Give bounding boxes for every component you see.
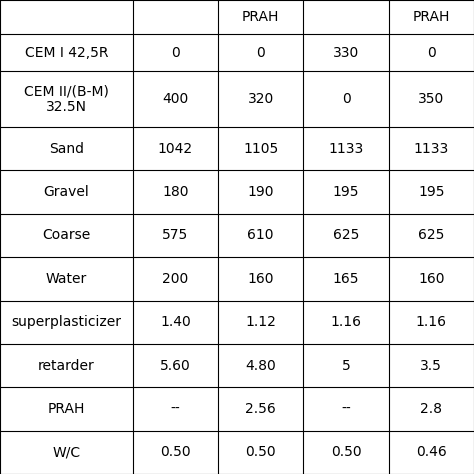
Text: 350: 350 <box>418 92 445 106</box>
Text: 0.50: 0.50 <box>331 445 361 459</box>
Text: 1.16: 1.16 <box>330 315 362 329</box>
Text: 195: 195 <box>333 185 359 199</box>
Text: 160: 160 <box>247 272 274 286</box>
Text: 195: 195 <box>418 185 445 199</box>
Text: 2.8: 2.8 <box>420 402 442 416</box>
Text: 320: 320 <box>247 92 274 106</box>
Text: 165: 165 <box>333 272 359 286</box>
Text: --: -- <box>171 402 180 416</box>
Text: 0: 0 <box>342 92 350 106</box>
Text: 1.40: 1.40 <box>160 315 191 329</box>
Text: 1042: 1042 <box>158 142 193 155</box>
Text: Gravel: Gravel <box>44 185 89 199</box>
Text: Water: Water <box>46 272 87 286</box>
Text: Coarse: Coarse <box>42 228 91 242</box>
Text: 2.56: 2.56 <box>246 402 276 416</box>
Text: 0.50: 0.50 <box>160 445 191 459</box>
Text: 0: 0 <box>171 46 180 60</box>
Text: W/C: W/C <box>52 445 81 459</box>
Text: superplasticizer: superplasticizer <box>11 315 121 329</box>
Text: 180: 180 <box>162 185 189 199</box>
Text: 0.46: 0.46 <box>416 445 447 459</box>
Text: Sand: Sand <box>49 142 84 155</box>
Text: 0: 0 <box>427 46 436 60</box>
Text: 0.50: 0.50 <box>246 445 276 459</box>
Text: 3.5: 3.5 <box>420 358 442 373</box>
Text: 625: 625 <box>333 228 359 242</box>
Text: 4.80: 4.80 <box>246 358 276 373</box>
Text: 330: 330 <box>333 46 359 60</box>
Text: PRAH: PRAH <box>242 10 279 24</box>
Text: PRAH: PRAH <box>413 10 450 24</box>
Text: 190: 190 <box>247 185 274 199</box>
Text: 200: 200 <box>162 272 189 286</box>
Text: 400: 400 <box>162 92 189 106</box>
Text: 1.16: 1.16 <box>416 315 447 329</box>
Text: 0: 0 <box>256 46 265 60</box>
Text: 625: 625 <box>418 228 445 242</box>
Text: 610: 610 <box>247 228 274 242</box>
Text: --: -- <box>341 402 351 416</box>
Text: 5.60: 5.60 <box>160 358 191 373</box>
Text: 1133: 1133 <box>328 142 364 155</box>
Text: CEM II/(B-M)
32.5N: CEM II/(B-M) 32.5N <box>24 84 109 114</box>
Text: 575: 575 <box>162 228 189 242</box>
Text: CEM I 42,5R: CEM I 42,5R <box>25 46 108 60</box>
Text: retarder: retarder <box>38 358 95 373</box>
Text: 1105: 1105 <box>243 142 278 155</box>
Text: 1.12: 1.12 <box>245 315 276 329</box>
Text: 5: 5 <box>342 358 350 373</box>
Text: 160: 160 <box>418 272 445 286</box>
Text: 1133: 1133 <box>414 142 449 155</box>
Text: PRAH: PRAH <box>48 402 85 416</box>
